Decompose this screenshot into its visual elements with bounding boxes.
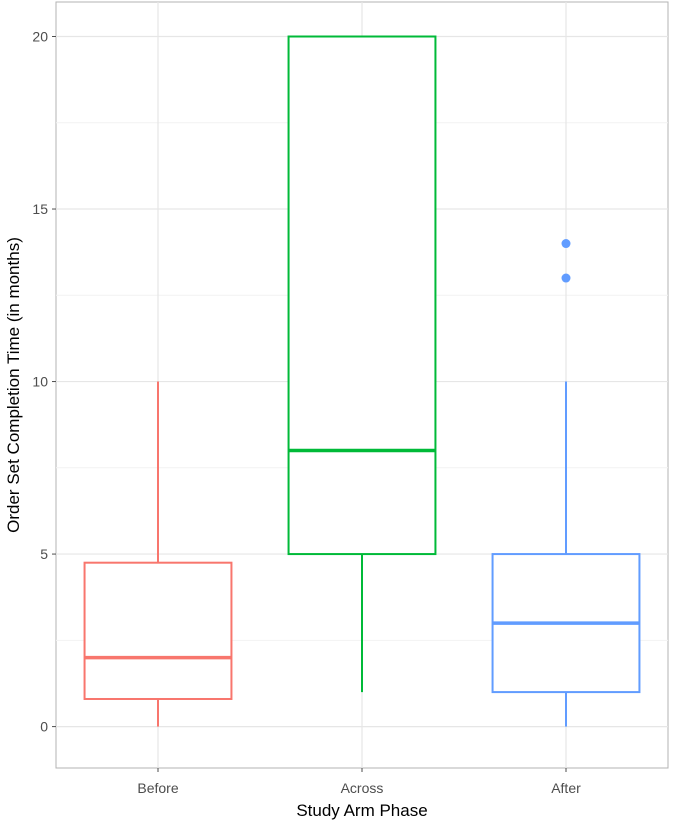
y-axis-ticks: 0 5 10 15 20 [32, 29, 56, 735]
y-tick-label: 20 [32, 29, 48, 45]
y-axis-title: Order Set Completion Time (in months) [4, 237, 23, 533]
box-series [83, 35, 641, 727]
y-tick-label: 0 [40, 719, 48, 735]
x-tick-label: Across [341, 780, 384, 796]
y-tick-label: 10 [32, 374, 48, 390]
x-axis-title: Study Arm Phase [296, 801, 427, 820]
box-before [83, 381, 233, 727]
outlier-point-after [561, 239, 571, 249]
x-tick-label: After [551, 780, 581, 796]
x-tick-label: Before [137, 780, 178, 796]
x-axis-ticks: Before Across After [137, 768, 581, 796]
y-tick-label: 5 [40, 546, 48, 562]
box-iqr-before [83, 561, 233, 700]
outlier-point-after [561, 273, 571, 283]
box-after [491, 239, 641, 727]
box-across [287, 35, 437, 693]
box-iqr-across [287, 35, 437, 556]
y-tick-label: 15 [32, 201, 48, 217]
